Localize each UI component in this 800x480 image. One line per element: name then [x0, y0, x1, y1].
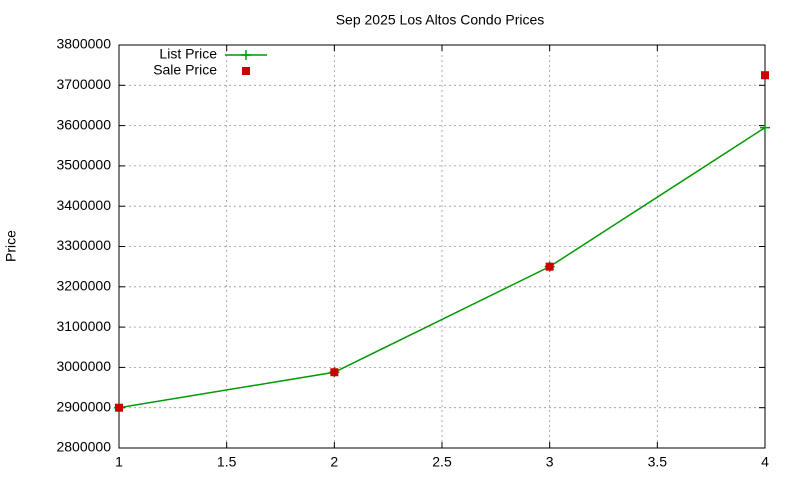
chart-title: Sep 2025 Los Altos Condo Prices [336, 12, 545, 28]
y-tick-label: 3300000 [56, 237, 111, 253]
data-point [760, 122, 770, 133]
y-tick-label: 3200000 [56, 278, 111, 294]
x-tick-label: 4 [761, 454, 769, 470]
y-tick-label: 3400000 [56, 197, 111, 213]
x-tick-label: 3.5 [648, 454, 668, 470]
y-tick-label: 3000000 [56, 358, 111, 374]
y-tick-label: 3700000 [56, 76, 111, 92]
legend-label: List Price [159, 46, 217, 62]
legend-label: Sale Price [153, 62, 217, 78]
y-tick-label: 3600000 [56, 116, 111, 132]
data-point [761, 71, 769, 80]
x-tick-label: 2 [330, 454, 338, 470]
data-point [115, 403, 123, 412]
x-tick-label: 2.5 [432, 454, 452, 470]
y-tick-label: 3500000 [56, 157, 111, 173]
legend-marker [242, 67, 250, 75]
y-tick-label: 3800000 [56, 36, 111, 52]
legend-marker [241, 50, 251, 60]
y-tick-label: 3100000 [56, 318, 111, 334]
x-tick-label: 1.5 [217, 454, 237, 470]
y-tick-label: 2900000 [56, 398, 111, 414]
x-tick-label: 3 [546, 454, 554, 470]
series-line [118, 126, 766, 409]
plot-frame [118, 44, 766, 449]
x-tick-label: 1 [115, 454, 123, 470]
data-point [545, 262, 554, 271]
y-axis-label: Price [3, 230, 19, 262]
data-point [330, 368, 339, 377]
y-tick-label: 2800000 [56, 439, 111, 455]
